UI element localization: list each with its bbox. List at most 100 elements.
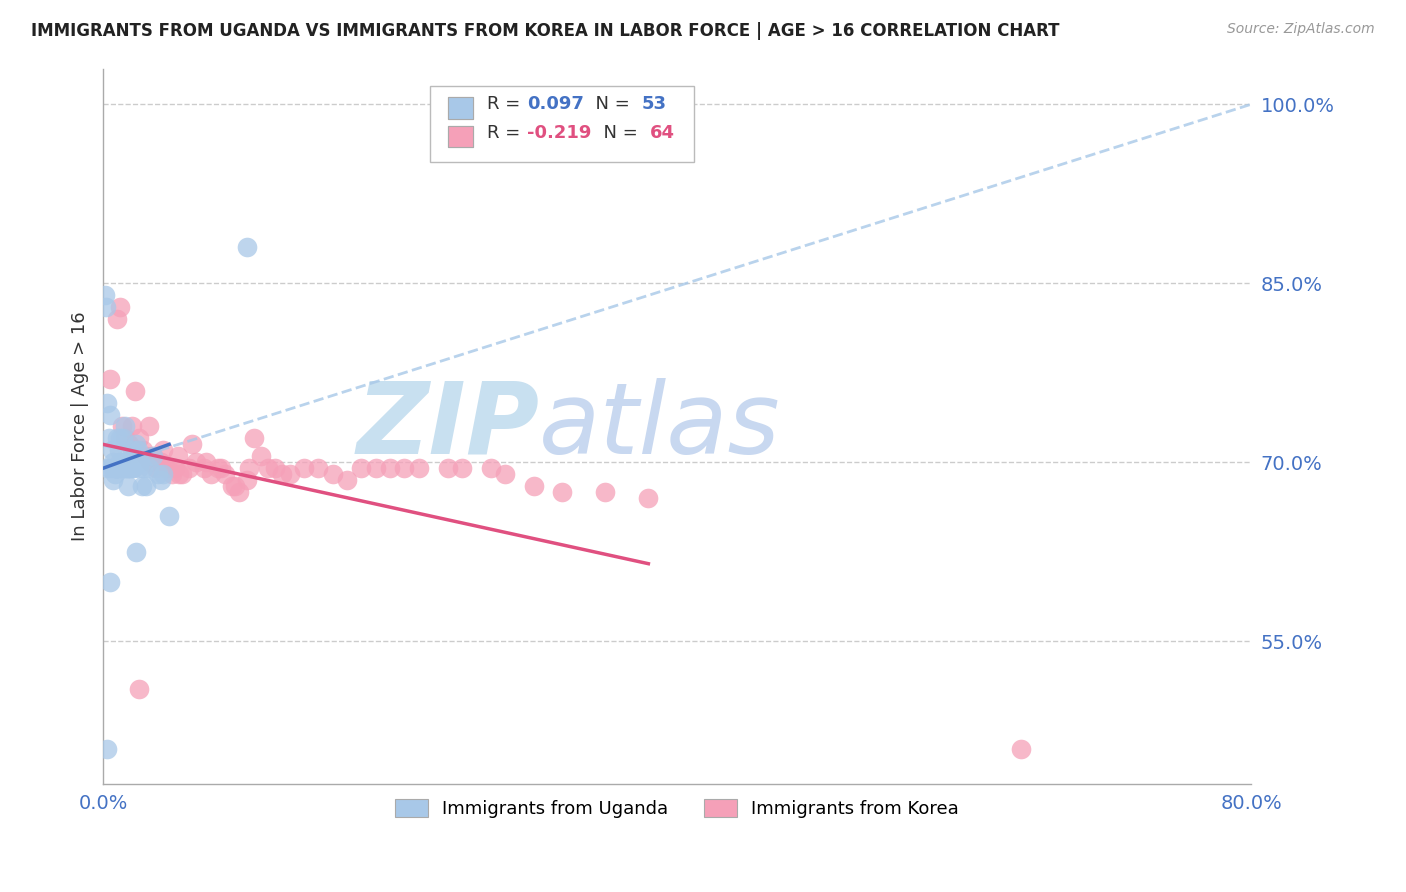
Point [107,312,129,326]
Point [142,450,165,464]
Point [131,479,153,493]
Text: 53: 53 [641,95,666,113]
Point [209,461,232,475]
Point [110,455,132,469]
Point [128,461,150,475]
Point [193,461,215,475]
Point [195,455,218,469]
Point [494,467,516,482]
Point [98,408,121,422]
FancyBboxPatch shape [430,87,695,161]
Point [108,443,131,458]
Point [107,431,129,445]
Point [153,461,176,475]
Point [104,467,127,482]
Point [408,461,430,475]
Point [152,467,174,482]
Point [118,437,141,451]
Point [101,461,124,475]
Point [238,461,260,475]
Point [292,461,315,475]
Point [112,431,135,445]
Text: N =: N = [592,124,644,142]
Point [105,461,128,475]
Point [132,461,155,475]
Point [98,574,121,589]
Point [166,450,188,464]
Point [152,443,174,458]
Point [114,431,136,445]
Point [117,479,139,493]
Point [135,450,157,464]
Point [105,461,128,475]
Point [118,461,141,475]
Point [94,300,117,314]
Point [125,437,148,451]
Point [214,467,236,482]
Point [243,431,266,445]
Point [336,473,359,487]
Text: 64: 64 [650,124,675,142]
Point [124,450,146,464]
Point [108,461,131,475]
Point [167,467,190,482]
Point [257,461,280,475]
Point [224,479,246,493]
Point [138,419,160,434]
Point [149,473,172,487]
Point [110,300,132,314]
FancyBboxPatch shape [447,126,472,147]
Text: IMMIGRANTS FROM UGANDA VS IMMIGRANTS FROM KOREA IN LABOR FORCE | AGE > 16 CORREL: IMMIGRANTS FROM UGANDA VS IMMIGRANTS FRO… [31,22,1060,40]
Point [111,419,134,434]
Point [98,461,121,475]
Point [111,455,134,469]
Text: atlas: atlas [540,378,780,475]
Point [637,491,659,505]
FancyBboxPatch shape [447,97,472,119]
Point [120,461,142,475]
Point [221,479,243,493]
Point [271,467,294,482]
Point [450,461,472,475]
Point [436,461,458,475]
Point [115,461,138,475]
Point [186,455,208,469]
Point [157,508,180,523]
Point [132,443,155,458]
Point [96,395,118,409]
Point [93,288,115,302]
Point [124,443,146,458]
Point [127,443,149,458]
Point [264,461,287,475]
Y-axis label: In Labor Force | Age > 16: In Labor Force | Age > 16 [72,311,89,541]
Point [101,455,124,469]
Point [125,545,148,559]
Text: R =: R = [486,124,526,142]
Point [364,461,387,475]
Point [107,461,129,475]
Point [124,384,146,398]
Point [117,461,139,475]
Point [98,372,121,386]
Point [146,467,169,482]
Point [96,461,118,475]
Point [96,741,118,756]
Text: ZIP: ZIP [356,378,540,475]
Point [142,450,165,464]
Point [378,461,401,475]
Point [250,450,273,464]
Point [160,467,183,482]
Point [551,485,574,500]
Point [149,455,172,469]
Point [129,455,152,469]
Point [135,479,157,493]
Point [307,461,329,475]
Legend: Immigrants from Uganda, Immigrants from Korea: Immigrants from Uganda, Immigrants from … [388,792,966,825]
Point [138,461,160,475]
Point [121,443,143,458]
Point [394,461,416,475]
Point [595,485,617,500]
Point [156,461,179,475]
Point [114,419,136,434]
FancyBboxPatch shape [447,97,472,119]
